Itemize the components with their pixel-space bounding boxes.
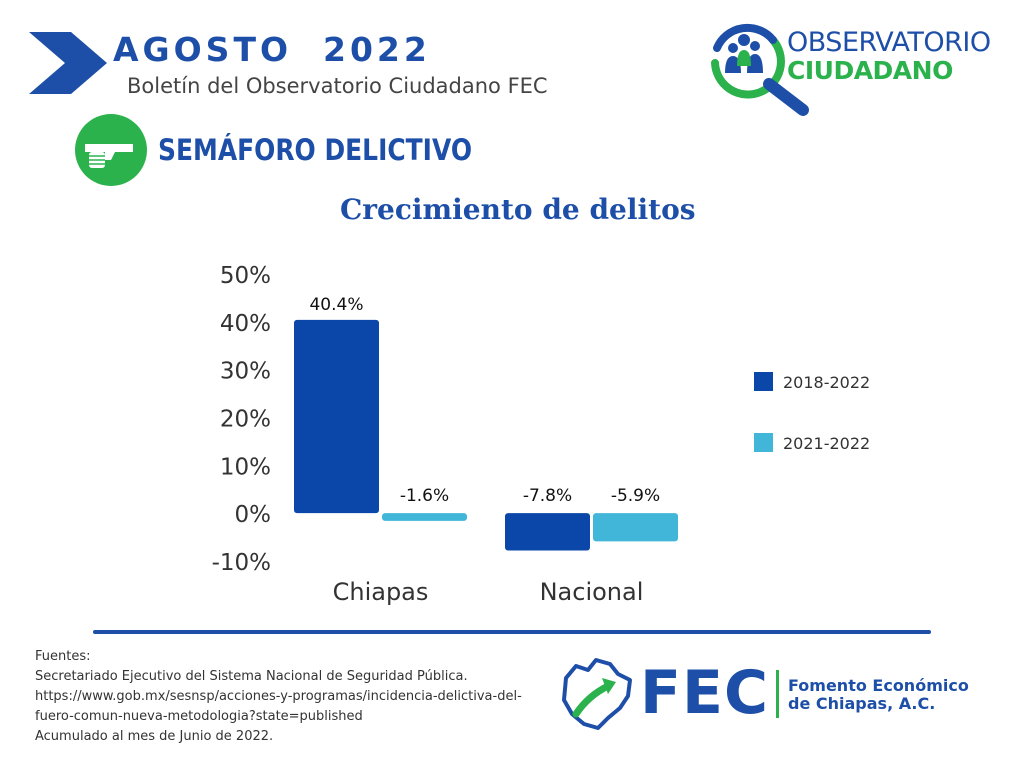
section-title: SEMÁFORO DELICTIVO [158,133,473,167]
sources-block: Fuentes: Secretariado Ejecutivo del Sist… [35,647,535,747]
bar [593,513,678,542]
gun-hand-icon [75,114,147,186]
observatorio-wordmark-bottom: CIUDADANO [787,56,953,85]
fec-name-line1: Fomento Económico [788,676,969,695]
fec-separator [776,670,779,718]
y-tick-label: 40% [220,311,271,337]
y-tick-label: 20% [220,407,271,433]
data-label: -5.9% [611,486,660,506]
fec-name-line2: de Chiapas, A.C. [788,694,936,713]
y-tick-label: 30% [220,359,271,385]
data-label: 40.4% [309,295,363,315]
sources-line: Secretariado Ejecutivo del Sistema Nacio… [35,669,468,684]
chevron-arrow-icon [29,32,107,94]
bulletin-subtitle: Boletín del Observatorio Ciudadano FEC [127,74,548,98]
magnifier-people-icon [711,23,809,116]
y-tick-label: 0% [235,502,272,528]
fec-wordmark: FEC [640,658,770,728]
sources-line: Fuentes: [35,649,91,664]
x-category-label: Chiapas [333,578,429,606]
y-tick-label: 10% [220,454,271,480]
data-label: -7.8% [523,486,572,506]
footer-divider [93,630,931,634]
observatorio-wordmark-top: OBSERVATORIO [787,27,991,58]
legend-swatch [754,372,773,391]
legend-swatch [754,433,773,452]
chiapas-map-icon [562,658,632,730]
bar [294,319,379,514]
sources-line: Acumulado al mes de Junio de 2022. [35,729,274,744]
sources-line: fuero-comun-nueva-metodologia?state=publ… [35,709,363,724]
y-tick-label: 50% [220,263,271,289]
chart-title: Crecimiento de delitos [340,193,696,226]
observatorio-logo: OBSERVATORIO CIUDADANO [703,18,1003,118]
bar [382,513,467,521]
x-category-label: Nacional [540,578,644,606]
fec-logo: FEC Fomento Económico de Chiapas, A.C. [558,656,978,732]
y-tick-label: -10% [212,550,271,576]
legend-label: 2018-2022 [783,373,870,392]
legend-label: 2021-2022 [783,434,870,453]
bulletin-month: AGOSTO 2022 [113,30,431,69]
bar [505,513,590,551]
sources-line: https://www.gob.mx/sesnsp/acciones-y-pro… [35,689,522,704]
data-label: -1.6% [400,486,449,506]
